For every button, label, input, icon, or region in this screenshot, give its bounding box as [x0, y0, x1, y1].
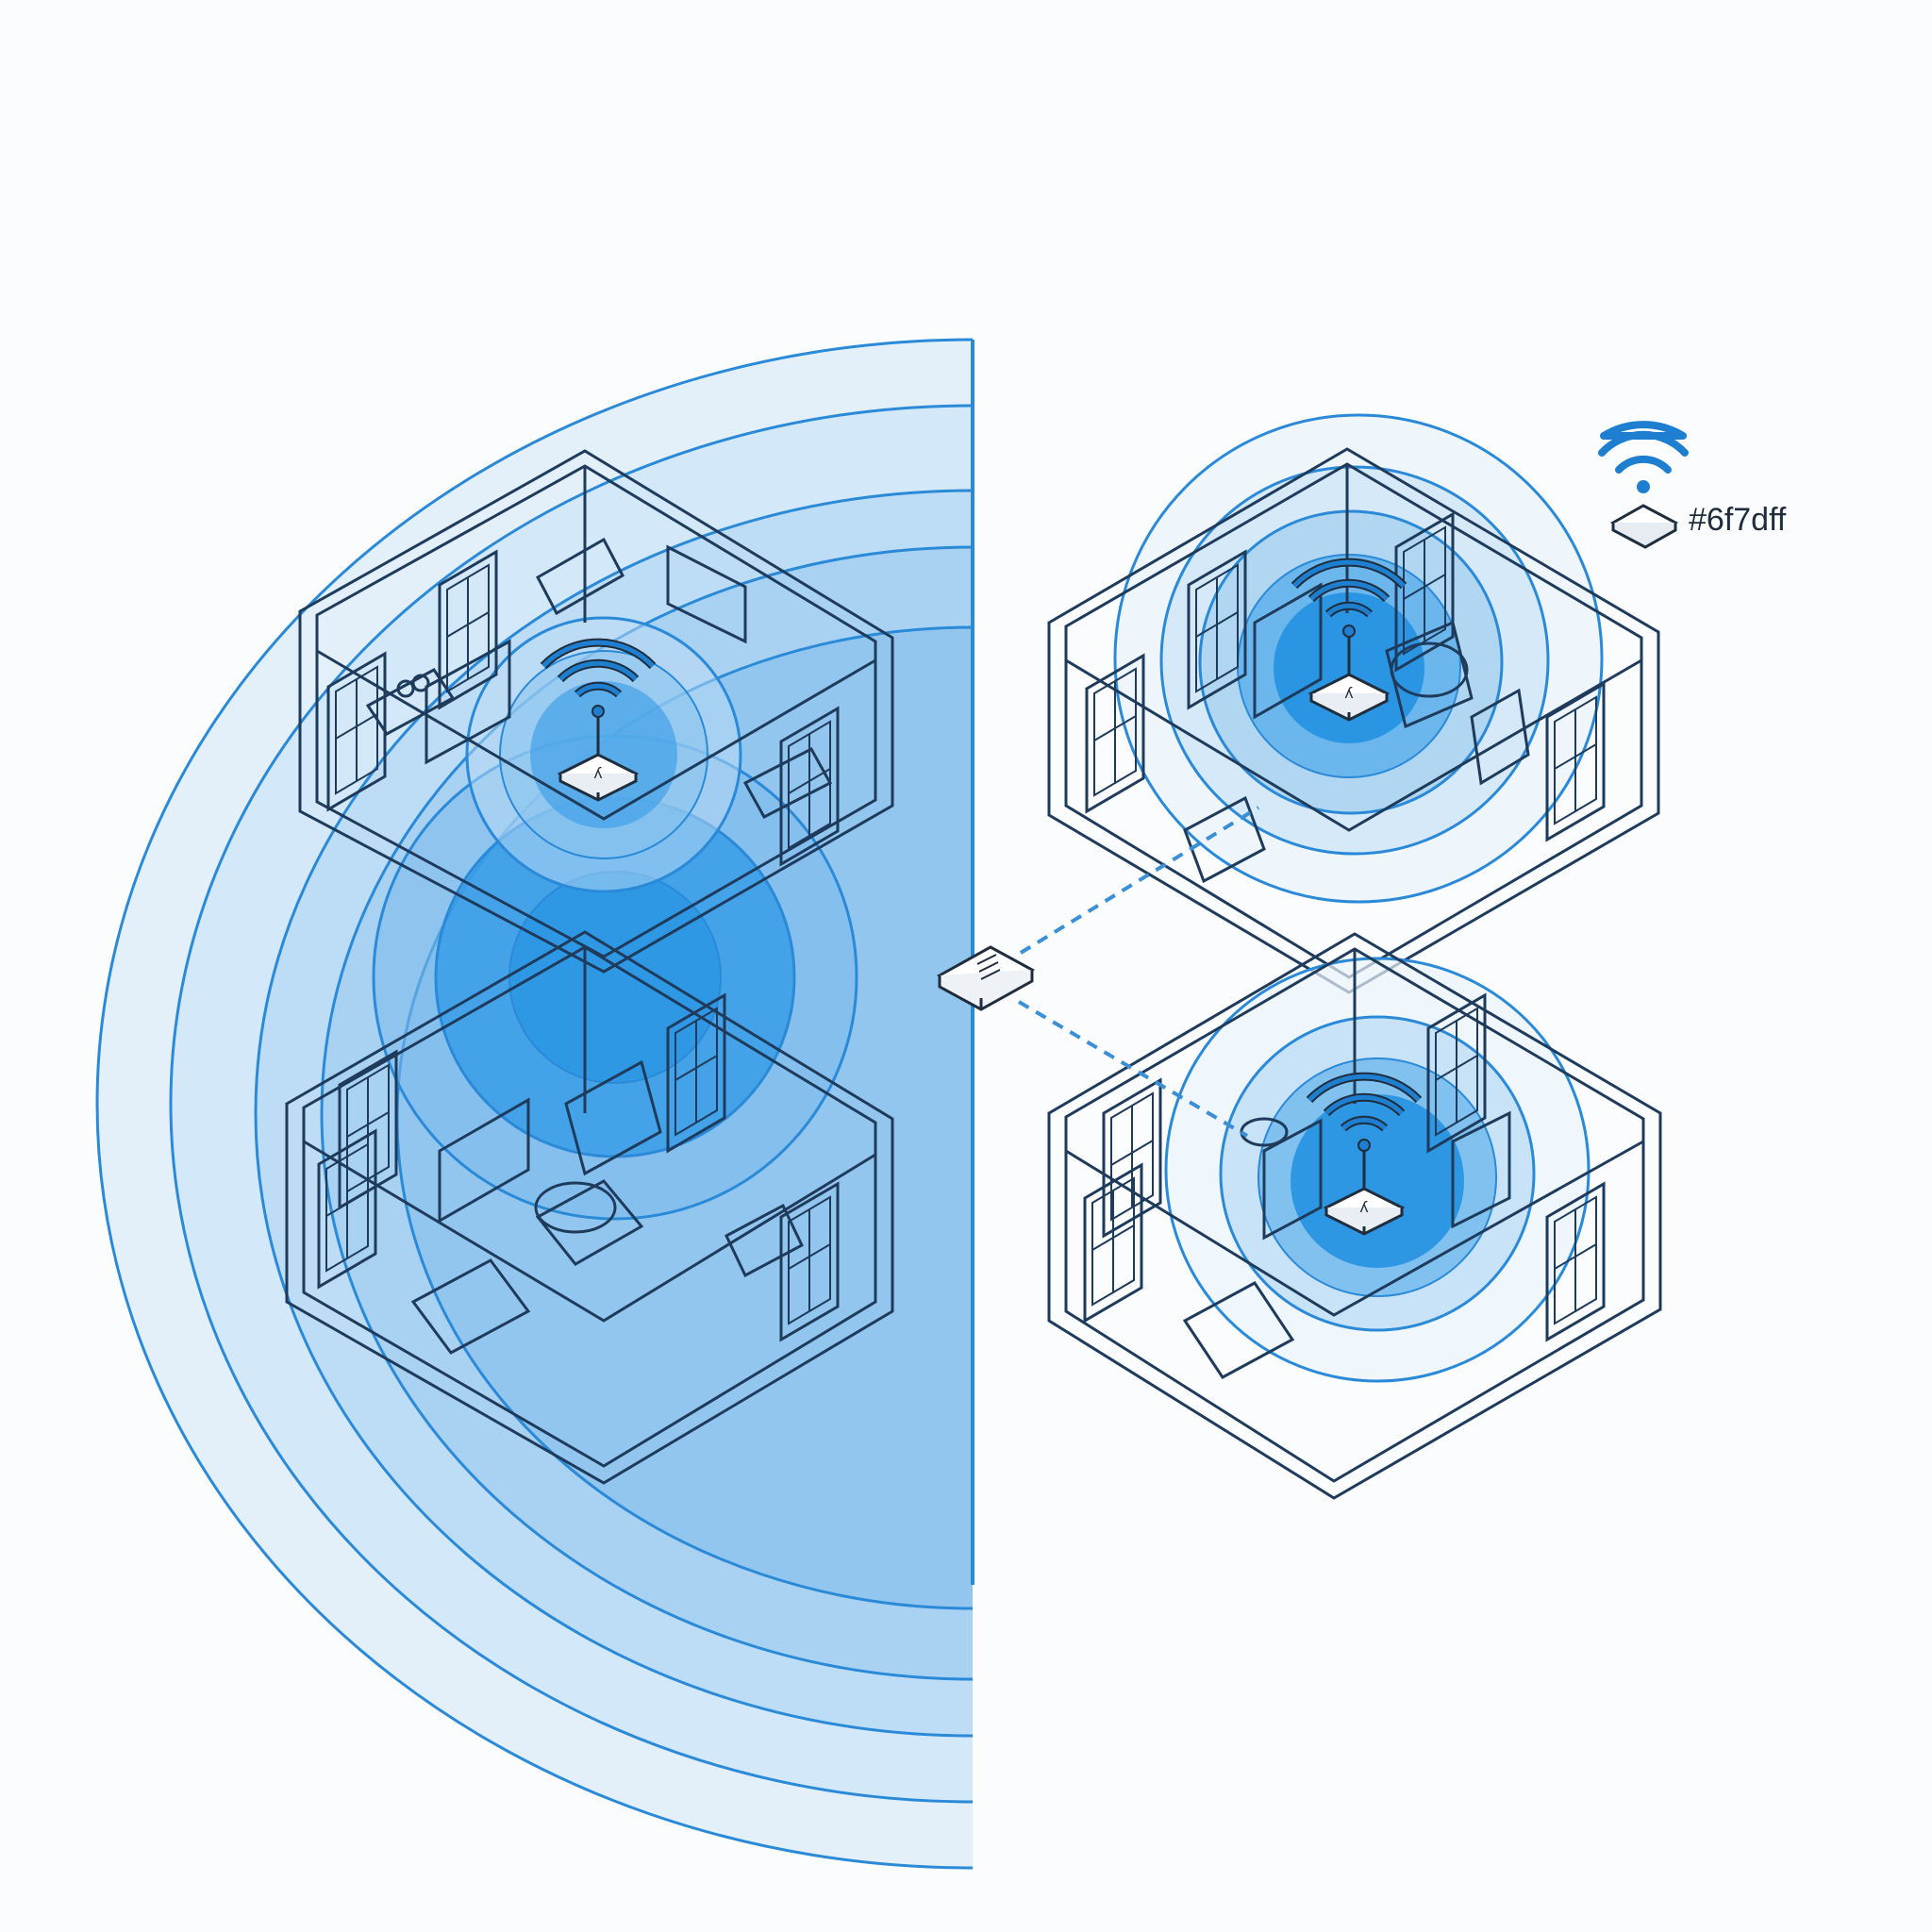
right-lower-room — [1047, 932, 1662, 1500]
backhaul-links — [1017, 806, 1260, 1138]
network-switch-icon — [936, 945, 1036, 1011]
left-strong-signal — [372, 616, 858, 1221]
right-upper-room — [1047, 447, 1660, 994]
left-lower-room — [285, 930, 894, 1485]
legend: #6f7dff — [1598, 421, 1787, 549]
left-upper-room — [298, 449, 894, 974]
legend-label: #6f7dff — [1689, 502, 1787, 538]
wifi-router-icon — [1598, 421, 1689, 549]
